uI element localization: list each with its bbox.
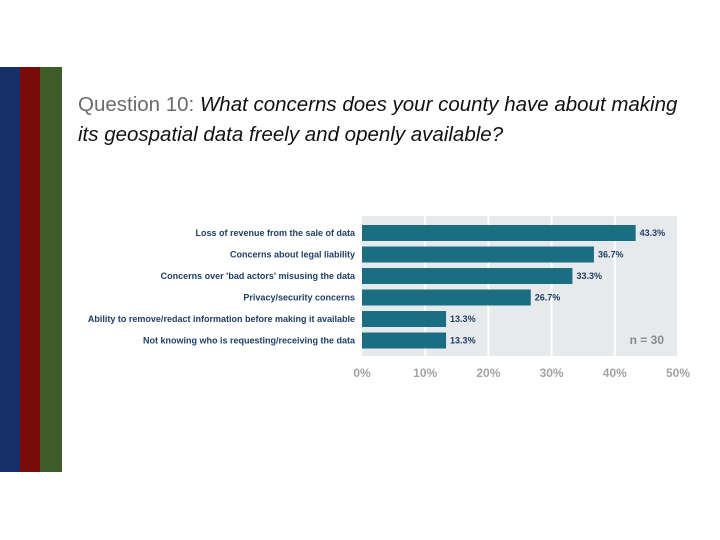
x-tick-label: 10%	[413, 366, 437, 380]
category-label: Not knowing who is requesting/receiving …	[143, 336, 356, 346]
category-label: Concerns over 'bad actors' misusing the …	[161, 271, 356, 281]
value-label: 36.7%	[598, 250, 624, 260]
bar	[362, 332, 447, 349]
value-label: 26.7%	[535, 293, 561, 303]
value-label: 33.3%	[576, 271, 602, 281]
value-label: 43.3%	[640, 228, 666, 238]
x-tick-label: 40%	[603, 366, 627, 380]
stripe-red	[20, 67, 40, 472]
bar	[362, 246, 594, 263]
x-tick-label: 30%	[540, 366, 564, 380]
stripe-blue	[0, 67, 20, 472]
sample-size-annotation: n = 30	[630, 333, 665, 347]
category-label: Privacy/security concerns	[243, 293, 355, 303]
question-heading: Question 10: What concerns does your cou…	[78, 90, 698, 150]
question-text: What concerns does your county have abou…	[78, 93, 678, 146]
bar	[362, 268, 573, 284]
bar	[362, 311, 447, 327]
x-tick-label: 50%	[666, 366, 690, 380]
bar	[362, 289, 531, 306]
x-tick-label: 20%	[476, 366, 500, 380]
category-label: Loss of revenue from the sale of data	[195, 228, 356, 238]
bar	[362, 225, 636, 241]
x-tick-label: 0%	[353, 366, 371, 380]
value-label: 13.3%	[450, 314, 476, 324]
category-label: Concerns about legal liability	[230, 250, 355, 260]
value-label: 13.3%	[450, 336, 476, 346]
stripe-green	[40, 67, 62, 472]
question-number: Question 10:	[78, 93, 195, 116]
category-label: Ability to remove/redact information bef…	[88, 314, 355, 324]
